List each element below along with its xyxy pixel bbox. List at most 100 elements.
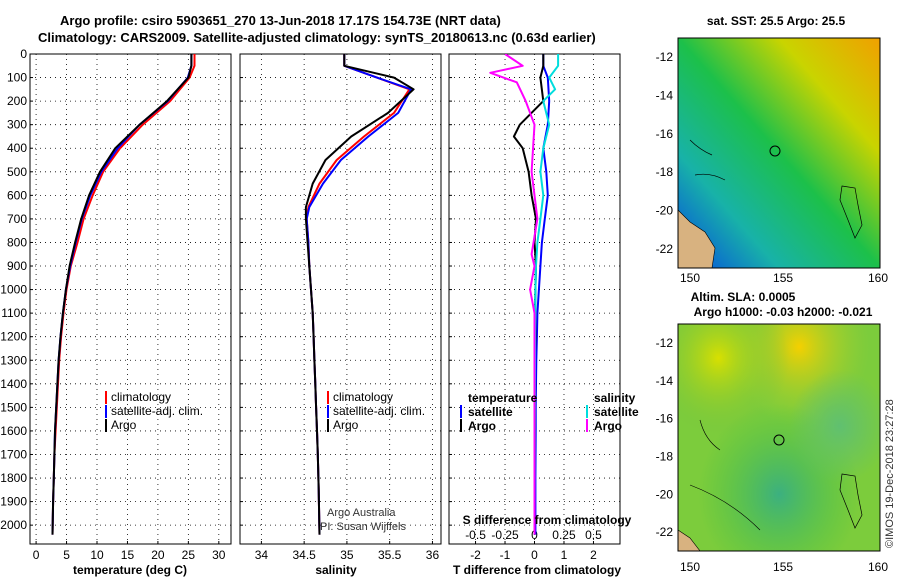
legend-label-climatology: climatology [333, 390, 393, 404]
map-lon-tick-label: 160 [868, 560, 888, 574]
temperature-plot-frame [29, 53, 232, 545]
salinity-grid [240, 53, 441, 544]
legend-swatch-s-satellite [586, 405, 588, 418]
reef-outline [689, 139, 726, 181]
sla-map-image [678, 324, 880, 551]
series-line-s-argo [489, 54, 539, 535]
series-line-satellite-adj-clim- [305, 54, 413, 535]
x-tick-label: 36 [426, 548, 440, 562]
y-tick-label: 200 [7, 94, 27, 108]
y-tick-label: 1800 [0, 471, 27, 485]
series-line-climatology [305, 54, 411, 535]
title-line-2: Climatology: CARS2009. Satellite-adjuste… [38, 30, 596, 45]
x-tick-label: 1 [561, 548, 568, 562]
temperature-legend: climatology satellite-adj. clim. Argo [105, 390, 203, 432]
sla-map-title-1: Altim. SLA: 0.0005 [691, 290, 796, 304]
map-lat-tick-label: -22 [656, 525, 674, 539]
y-tick-label: 1700 [0, 447, 27, 461]
legend-swatch-t-argo [460, 419, 462, 432]
credit-pi: PI: Susan Wijffels [320, 521, 406, 533]
legend-label-s-satellite: satellite [594, 405, 639, 419]
map-lon-tick-label: 155 [773, 271, 793, 285]
x-tick-label: -0.25 [491, 528, 519, 542]
map-lat-tick-label: -14 [656, 89, 674, 103]
temperature-series [51, 54, 196, 535]
map-lon-tick-label: 150 [680, 271, 700, 285]
y-tick-label: 400 [7, 141, 27, 155]
legend-swatch-t-satellite [460, 405, 462, 418]
y-tick-label: 700 [7, 212, 27, 226]
x-tick-label: 20 [151, 548, 165, 562]
map-lat-tick-label: -14 [656, 374, 674, 388]
x-tick-label: 35 [340, 548, 354, 562]
temperature-panel: 0100200300400500600700800900100011001200… [0, 47, 232, 577]
map-lon-tick-label: 160 [868, 271, 888, 285]
legend-swatch-climatology [105, 391, 107, 404]
map-lat-tick-label: -12 [656, 50, 674, 64]
y-tick-label: 1000 [0, 283, 27, 297]
y-tick-label: 300 [7, 118, 27, 132]
t-difference-tick-labels: -2 -1 0 1 2 [470, 548, 597, 562]
x-tick-label: -0.5 [465, 528, 486, 542]
x-tick-label: 34.5 [292, 548, 316, 562]
y-tick-label: 2000 [0, 518, 27, 532]
sla-map-tick-labels: -12 -14 -16 -18 -20 -22 150 155 160 [656, 336, 889, 574]
legend-label-s-argo: Argo [594, 419, 622, 433]
difference-panel: -2 -1 0 1 2 -0.5 -0.25 0 0.25 0.5 T difference f… [448, 53, 639, 577]
legend-title-salinity: salinity [594, 391, 636, 405]
map-lat-tick-label: -18 [656, 449, 674, 463]
x-tick-label: 35.5 [378, 548, 402, 562]
map-lat-tick-label: -18 [656, 165, 674, 179]
legend-label-argo: Argo [333, 418, 359, 432]
y-tick-label: 1200 [0, 330, 27, 344]
reef-outline [839, 473, 863, 529]
x-tick-label: -2 [470, 548, 481, 562]
map-lon-tick-label: 155 [773, 560, 793, 574]
x-tick-label: 0 [33, 548, 40, 562]
y-tick-label: 500 [7, 165, 27, 179]
map-lat-tick-label: -20 [656, 487, 674, 501]
legend-label-argo: Argo [111, 418, 137, 432]
y-tick-label: 1300 [0, 353, 27, 367]
credit-org: Argo Australia [327, 507, 396, 519]
y-tick-label: 1500 [0, 400, 27, 414]
title-line-1: Argo profile: csiro 5903651_270 13-Jun-2… [60, 13, 501, 28]
legend-swatch-argo [105, 419, 107, 432]
y-tick-label: 1600 [0, 424, 27, 438]
y-tick-label: 1100 [1, 306, 27, 320]
salinity-axis-label: salinity [315, 563, 357, 577]
legend-swatch-argo [327, 419, 329, 432]
x-tick-label: 10 [90, 548, 104, 562]
legend-swatch-climatology [327, 391, 329, 404]
temperature-tick-labels: 0 5 10 15 20 25 30 [33, 548, 226, 562]
legend-label-satellite: satellite-adj. clim. [111, 404, 203, 418]
x-tick-label: 0.25 [552, 528, 576, 542]
sla-map-title-2: Argo h1000: -0.03 h2000: -0.021 [694, 305, 873, 319]
map-lat-tick-label: -16 [656, 127, 674, 141]
salinity-legend: climatology satellite-adj. clim. Argo [327, 390, 425, 432]
x-tick-label: 2 [590, 548, 597, 562]
sst-map-frame [677, 37, 881, 269]
salinity-panel: 34 34.5 35 35.5 36 salinity climatology sate… [239, 53, 442, 577]
legend-label-satellite: satellite-adj. clim. [333, 404, 425, 418]
y-tick-label: 800 [7, 235, 27, 249]
y-tick-label: 900 [7, 259, 27, 273]
legend-swatch-satellite [327, 405, 329, 418]
legend-label-t-argo: Argo [468, 419, 496, 433]
legend-swatch-satellite [105, 405, 107, 418]
x-tick-label: 5 [63, 548, 70, 562]
legend-title-temperature: temperature [468, 391, 538, 405]
x-tick-label: 30 [212, 548, 226, 562]
temperature-axis-label: temperature (deg C) [73, 563, 187, 577]
argo-location-marker [769, 145, 781, 157]
map-lat-tick-label: -22 [656, 242, 674, 256]
salinity-series [304, 54, 415, 535]
sst-map-panel: sat. SST: 25.5 Argo: 25.5 -12 -14 -16 -18 -2… [656, 14, 889, 285]
series-line-t-satellite [534, 54, 551, 535]
sla-map-frame [677, 323, 881, 552]
difference-series [489, 54, 560, 535]
legend-label-climatology: climatology [111, 390, 171, 404]
x-tick-label: 0 [531, 548, 538, 562]
y-tick-label: 100 [7, 71, 27, 85]
